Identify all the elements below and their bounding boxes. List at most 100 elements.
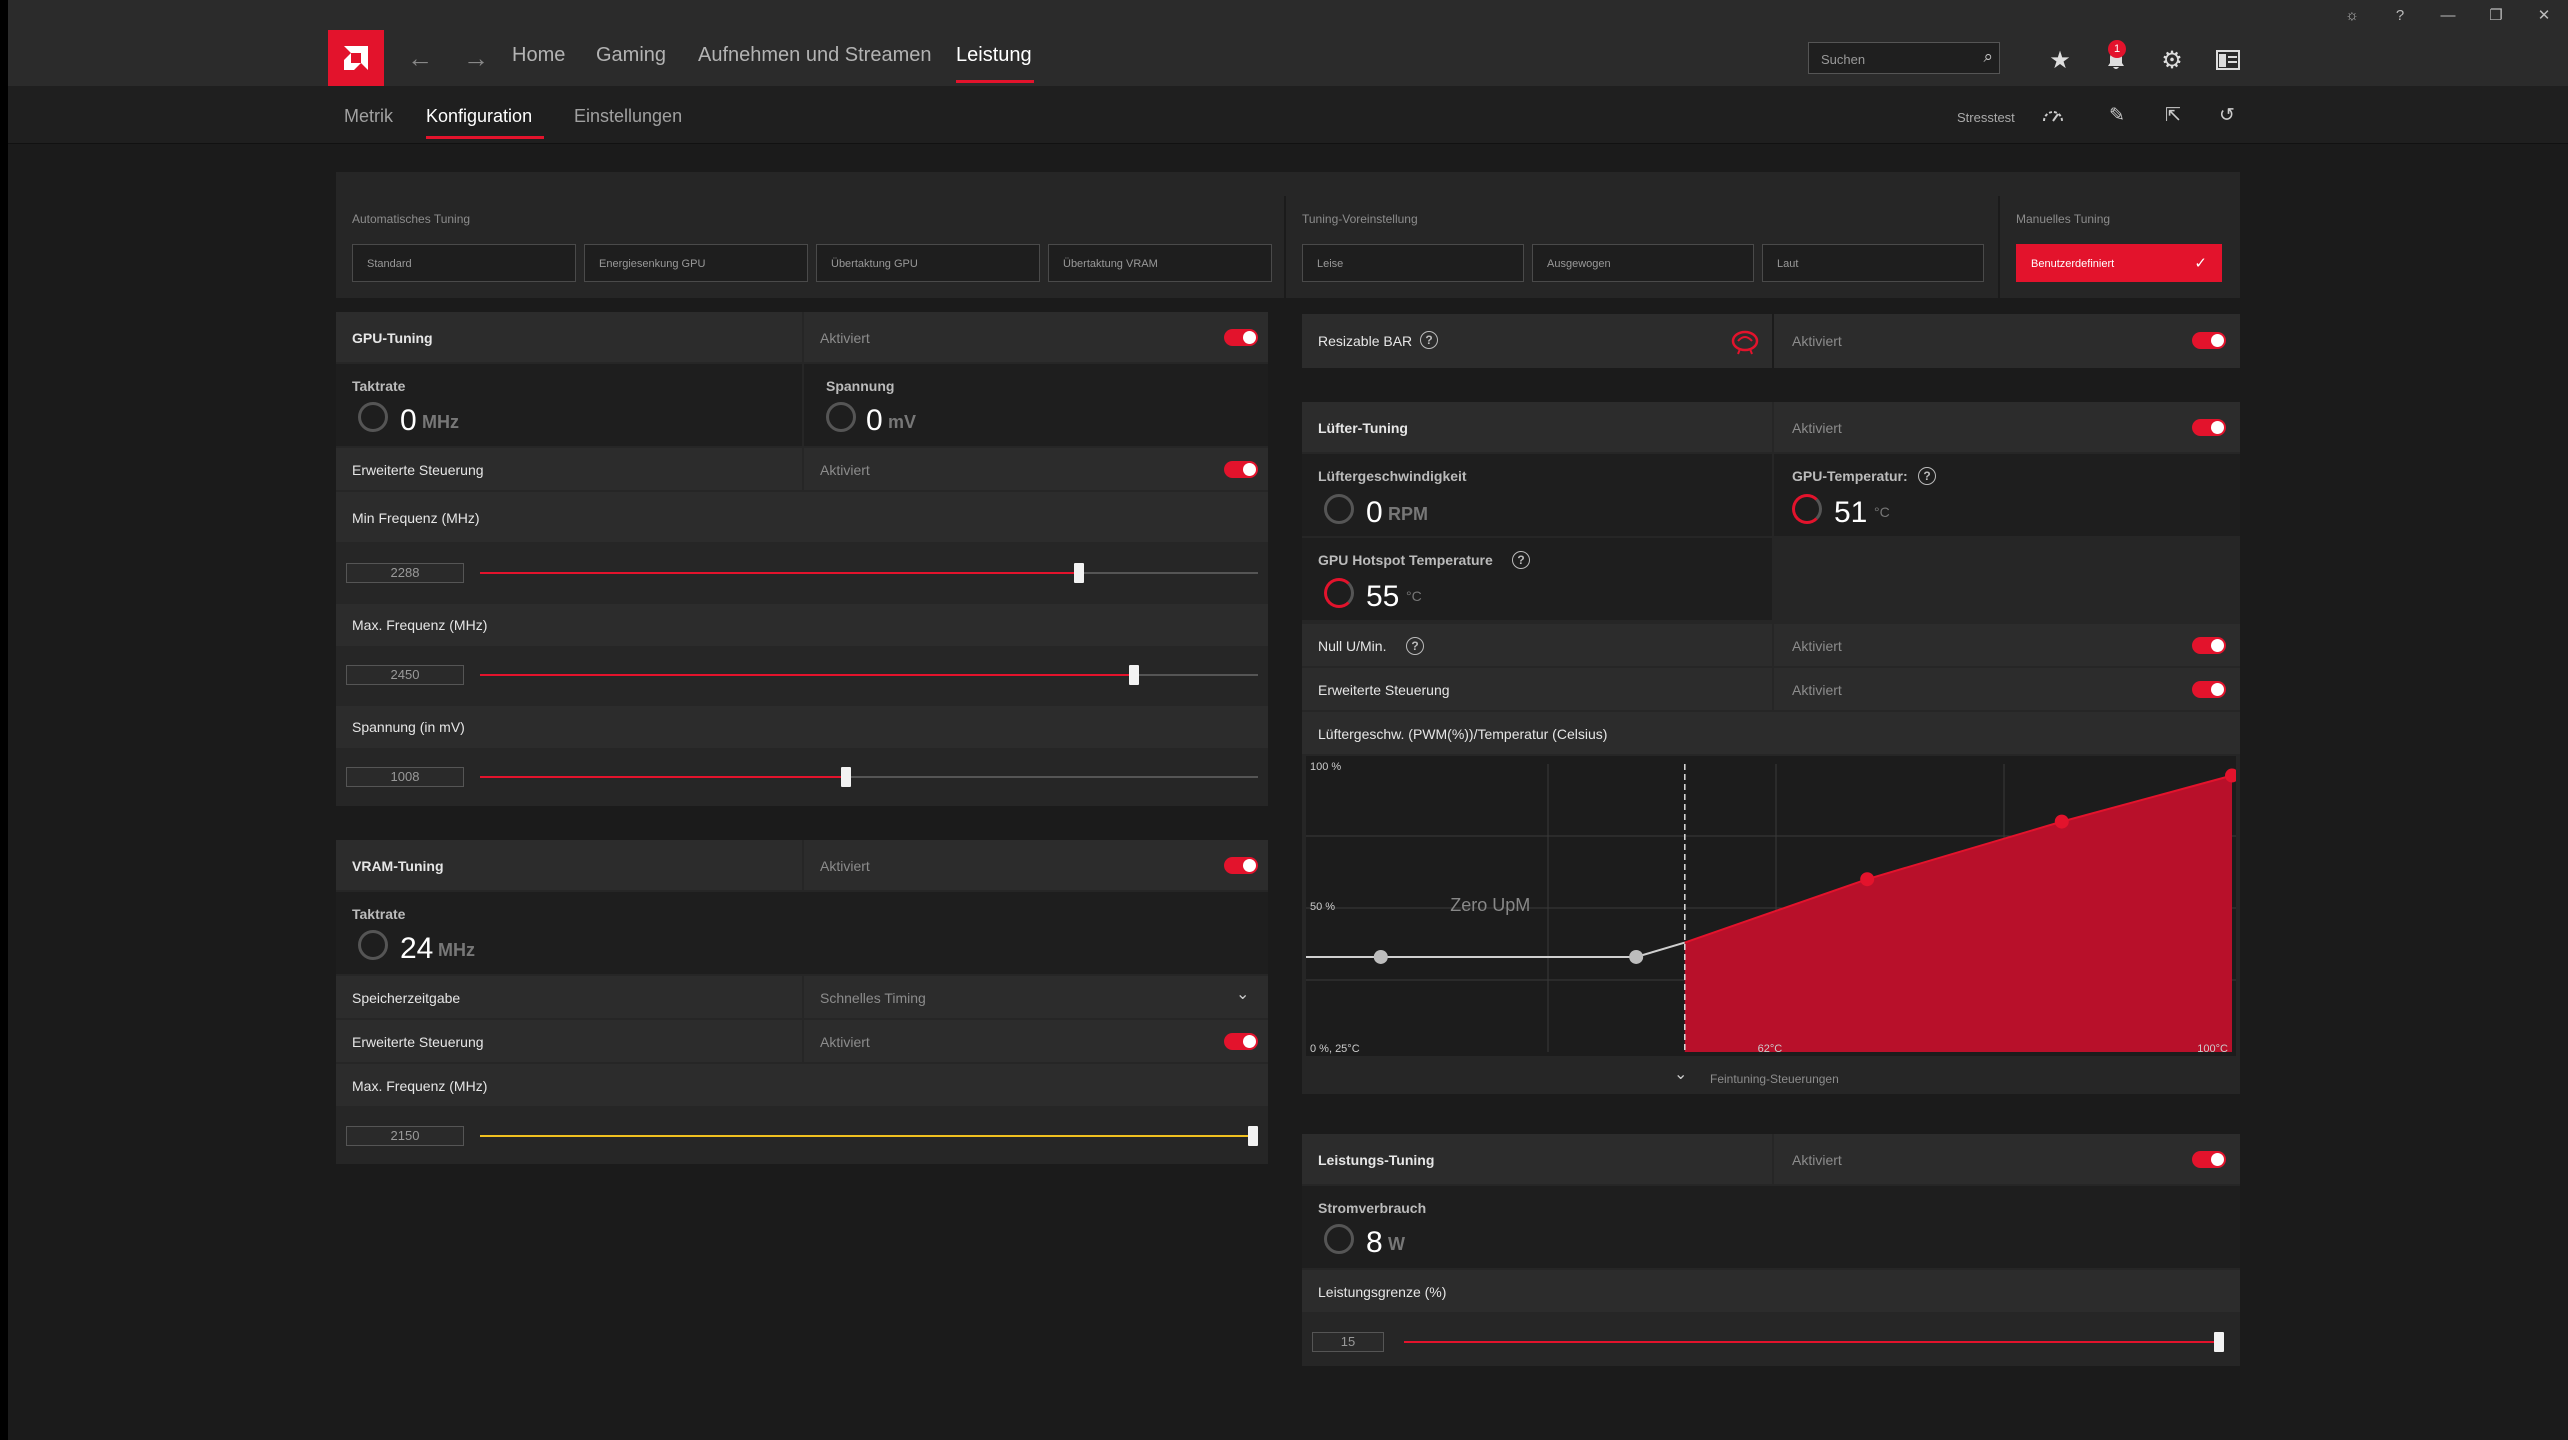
- min-freq-slider-thumb[interactable]: [1074, 563, 1085, 583]
- fine-tuning-label[interactable]: Feintuning-Steuerungen: [1710, 1072, 1839, 1086]
- voltage-slider-thumb[interactable]: [840, 767, 851, 787]
- close-button[interactable]: ✕: [2537, 7, 2551, 24]
- fan-curve-line: [1684, 774, 2233, 944]
- max-freq-slider-thumb[interactable]: [1128, 665, 1139, 685]
- top-navigation: [8, 30, 2568, 86]
- bug-report-icon[interactable]: ☼: [2345, 6, 2359, 24]
- voltage-slider[interactable]: [480, 767, 1258, 787]
- vram-max-freq-input[interactable]: 2150: [346, 1126, 464, 1146]
- gpu-advanced-toggle[interactable]: [1224, 461, 1258, 478]
- layout-panel-icon[interactable]: [2212, 44, 2244, 76]
- help-icon[interactable]: ?: [2395, 6, 2405, 24]
- preset-loud[interactable]: Laut: [1762, 244, 1984, 282]
- favorites-star-icon[interactable]: ★: [2049, 46, 2071, 74]
- vram-max-freq-slider[interactable]: [480, 1126, 1258, 1146]
- search-icon[interactable]: ⌕: [1983, 47, 1993, 66]
- edit-icon[interactable]: ✎: [2109, 104, 2125, 126]
- gpu-header-cell: [336, 312, 802, 362]
- gpu-tuning-toggle[interactable]: [1224, 329, 1258, 346]
- auto-tuning-overclock-vram[interactable]: Übertaktung VRAM: [1048, 244, 1272, 282]
- fan-curve-chart[interactable]: 100 % 50 % 0 %, 25°C 62°C 100°C Zero UpM: [1306, 756, 2236, 1056]
- smart-access-memory-icon: [1730, 329, 1760, 360]
- vram-advanced-toggle[interactable]: [1224, 1033, 1258, 1050]
- fan-speed-cell: [1302, 454, 1772, 536]
- auto-tuning-undervolt[interactable]: Energiesenkung GPU: [584, 244, 808, 282]
- fan-advanced-toggle[interactable]: [2192, 681, 2226, 698]
- zero-rpm-help-icon[interactable]: ?: [1406, 637, 1424, 655]
- fine-tuning-chevron-icon[interactable]: ⌄: [1674, 1066, 1688, 1083]
- max-freq-slider[interactable]: [480, 665, 1258, 685]
- gpu-advanced-status-cell: [804, 448, 1268, 490]
- tab-metrics[interactable]: Metrik: [344, 106, 393, 126]
- power-header-cell: [1302, 1134, 1772, 1184]
- gpu-voltage-unit: mV: [888, 412, 917, 432]
- resizable-bar-help-icon[interactable]: ?: [1420, 331, 1438, 349]
- empty-cell: [1774, 538, 2240, 620]
- preset-quiet[interactable]: Leise: [1302, 244, 1524, 282]
- fan-tuning-toggle[interactable]: [2192, 419, 2226, 436]
- min-freq-slider-fill: [480, 572, 1080, 574]
- manual-custom-label: Benutzerdefiniert: [2031, 258, 2115, 270]
- resizable-bar-status-cell: [1774, 314, 2240, 368]
- settings-gear-icon[interactable]: ⚙: [2161, 46, 2183, 74]
- vram-tuning-toggle[interactable]: [1224, 857, 1258, 874]
- hotspot-temp-help-icon[interactable]: ?: [1512, 551, 1530, 569]
- max-freq-row: [336, 604, 1268, 646]
- min-freq-slider[interactable]: [480, 563, 1258, 583]
- nav-home[interactable]: Home: [512, 44, 566, 66]
- stresstest-gauge-icon[interactable]: [2038, 100, 2068, 130]
- manual-custom-button[interactable]: Benutzerdefiniert ✓: [2016, 244, 2222, 282]
- memory-timing-label: Speicherzeitgabe: [352, 990, 461, 1006]
- gpu-header-status-cell: [804, 312, 1268, 362]
- export-icon[interactable]: ⇱: [2165, 104, 2181, 126]
- minimize-button[interactable]: —: [2440, 6, 2456, 24]
- stresstest-label[interactable]: Stresstest: [1957, 110, 2015, 125]
- tab-settings[interactable]: Einstellungen: [574, 106, 683, 126]
- back-arrow-icon[interactable]: ←: [407, 42, 433, 73]
- preset-tuning-label: Tuning-Voreinstellung: [1302, 212, 1418, 226]
- zero-rpm-toggle[interactable]: [2192, 637, 2226, 654]
- nav-streaming[interactable]: Aufnehmen und Streamen: [698, 44, 932, 66]
- checkmark-icon: ✓: [2194, 255, 2207, 272]
- max-freq-label: Max. Frequenz (MHz): [352, 617, 488, 633]
- auto-tuning-standard[interactable]: Standard: [352, 244, 576, 282]
- notification-badge: 1: [2108, 40, 2126, 58]
- fan-curve-area: [1684, 775, 2232, 1052]
- reset-icon[interactable]: ↺: [2219, 104, 2235, 126]
- nav-gaming[interactable]: Gaming: [596, 44, 667, 66]
- memory-timing-dropdown[interactable]: [804, 976, 1268, 1018]
- vram-header-cell: [336, 840, 802, 890]
- tab-configuration[interactable]: Konfiguration: [426, 106, 533, 126]
- power-header-status-cell: [1774, 1134, 2240, 1184]
- preset-balanced[interactable]: Ausgewogen: [1532, 244, 1754, 282]
- power-limit-slider-thumb[interactable]: [2214, 1332, 2224, 1352]
- power-usage-value: 8: [1366, 1226, 1383, 1259]
- voltage-input[interactable]: 1008: [346, 767, 464, 787]
- vram-clock-unit: MHz: [438, 940, 475, 960]
- fine-tuning-toggle[interactable]: [1302, 1058, 2240, 1094]
- power-tuning-toggle[interactable]: [2192, 1151, 2226, 1168]
- resizable-bar-toggle[interactable]: [2192, 332, 2226, 349]
- auto-tuning-overclock-gpu[interactable]: Übertaktung GPU: [816, 244, 1040, 282]
- min-freq-input[interactable]: 2288: [346, 563, 464, 583]
- vram-advanced-status-cell: [804, 1020, 1268, 1062]
- nav-performance[interactable]: Leistung: [956, 44, 1032, 66]
- restore-button[interactable]: ❐: [2489, 7, 2503, 24]
- forward-arrow-icon[interactable]: →: [463, 42, 489, 73]
- gpu-advanced-status: Aktiviert: [820, 462, 870, 478]
- vram-max-freq-slider-thumb[interactable]: [1248, 1126, 1258, 1146]
- zero-rpm-label: Null U/Min.: [1318, 638, 1387, 654]
- gpu-temp-help-icon[interactable]: ?: [1918, 467, 1936, 485]
- vram-tuning-title: VRAM-Tuning: [352, 858, 444, 874]
- fan-tuning-title: Lüfter-Tuning: [1318, 420, 1408, 436]
- chevron-down-icon[interactable]: ⌄: [1236, 986, 1250, 1003]
- amd-logo[interactable]: [328, 30, 384, 86]
- vram-max-freq-slider-fill: [480, 1135, 1258, 1137]
- max-freq-input[interactable]: 2450: [346, 665, 464, 685]
- search-input[interactable]: Suchen ⌕: [1808, 42, 2000, 74]
- power-limit-input[interactable]: 15: [1312, 1332, 1384, 1352]
- fan-curve-point: [2054, 814, 2069, 829]
- fan-speed-unit: RPM: [1388, 504, 1428, 524]
- power-limit-slider[interactable]: [1404, 1332, 2224, 1352]
- min-freq-row: [336, 492, 1268, 542]
